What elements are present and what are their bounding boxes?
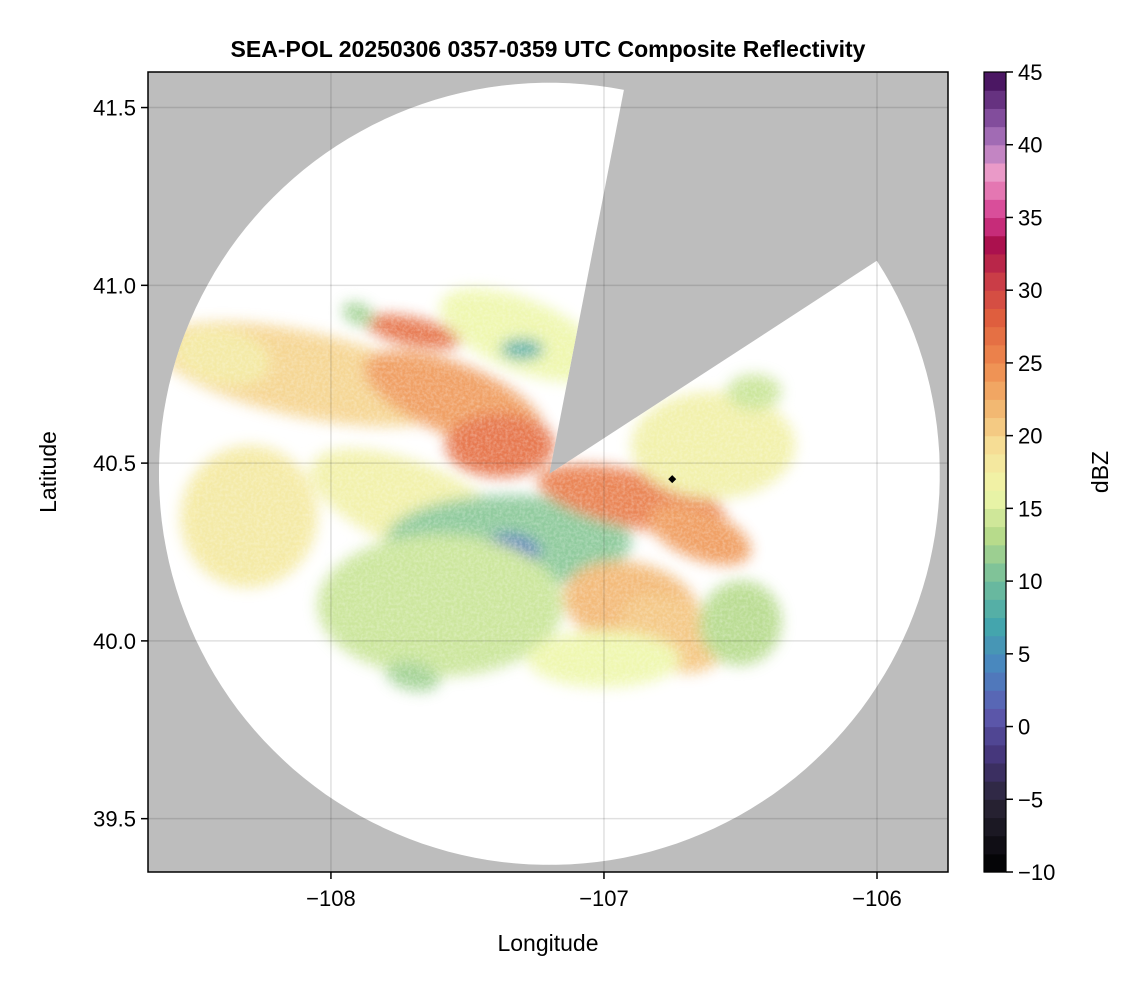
x-tick-label: −108: [306, 886, 356, 911]
y-tick-label: 41.5: [93, 96, 136, 121]
colorbar-bin: [984, 90, 1006, 109]
colorbar-bin: [984, 635, 1006, 655]
colorbar-bin: [984, 72, 1006, 91]
colorbar-bin: [984, 290, 1006, 309]
y-tick-label: 39.5: [93, 807, 136, 832]
y-tick-label: 40.0: [93, 629, 136, 654]
colorbar-tick-label: 10: [1018, 569, 1042, 594]
colorbar-bin: [984, 362, 1006, 382]
x-axis-label: Longitude: [497, 930, 598, 956]
colorbar-bin: [984, 562, 1006, 582]
y-axis-label: Latitude: [35, 431, 61, 513]
colorbar: −10 −5 0 5 10 15 20 25 30 35 40 45: [983, 60, 1055, 885]
colorbar-bin: [984, 344, 1006, 364]
colorbar-bin: [984, 326, 1006, 346]
y-axis: 39.5 40.0 40.5 41.0 41.5: [93, 96, 148, 832]
colorbar-bin: [984, 308, 1006, 328]
colorbar-bin: [984, 726, 1006, 746]
colorbar-bin: [984, 181, 1006, 200]
x-tick-label: −106: [852, 886, 902, 911]
colorbar-bin: [984, 853, 1006, 873]
colorbar-bin: [984, 690, 1006, 709]
colorbar-tick-label: 35: [1018, 205, 1042, 230]
colorbar-bin: [984, 744, 1006, 764]
colorbar-bin: [984, 544, 1006, 564]
colorbar-bin: [984, 617, 1006, 637]
colorbar-tick-label: −10: [1018, 860, 1055, 885]
colorbar-bin: [984, 781, 1006, 800]
colorbar-bin: [984, 272, 1006, 291]
colorbar-bin: [984, 381, 1006, 400]
colorbar-bin: [984, 472, 1006, 491]
x-axis: −108 −107 −106: [306, 872, 902, 911]
chart-title: SEA-POL 20250306 0357-0359 UTC Composite…: [231, 36, 866, 62]
colorbar-bin: [984, 199, 1006, 219]
y-tick-label: 41.0: [93, 273, 136, 298]
colorbar-tick-label: 5: [1018, 642, 1030, 667]
colorbar-tick-label: −5: [1018, 787, 1043, 812]
colorbar-bin: [984, 835, 1006, 855]
colorbar-bin: [984, 599, 1006, 619]
colorbar-bin: [984, 817, 1006, 837]
colorbar-bin: [984, 253, 1006, 273]
colorbar-bin: [984, 435, 1006, 455]
colorbar-tick-label: 45: [1018, 60, 1042, 85]
colorbar-bin: [984, 108, 1006, 128]
radar-marker: [668, 475, 677, 484]
y-tick-label: 40.5: [93, 451, 136, 476]
colorbar-frame: [983, 71, 1007, 873]
colorbar-bin: [984, 162, 1006, 182]
colorbar-bin: [984, 144, 1006, 164]
grid-lines: [148, 72, 948, 872]
colorbar-bin: [984, 672, 1006, 691]
colorbar-bin: [984, 799, 1006, 819]
colorbar-bin: [984, 235, 1006, 255]
colorbar-label: dBZ: [1087, 451, 1113, 493]
colorbar-bin: [984, 399, 1006, 419]
colorbar-bin: [984, 453, 1006, 473]
colorbar-bin: [984, 508, 1006, 528]
plot-frame: [147, 71, 949, 873]
colorbar-bin: [984, 762, 1006, 782]
colorbar-bin: [984, 581, 1006, 600]
colorbar-bin: [984, 526, 1006, 546]
colorbar-tick-label: 25: [1018, 351, 1042, 376]
x-tick-label: −107: [579, 886, 629, 911]
colorbar-tick-label: 15: [1018, 496, 1042, 521]
colorbar-bin: [984, 417, 1006, 437]
colorbar-bin: [984, 653, 1006, 673]
colorbar-bin: [984, 490, 1006, 509]
colorbar-bin: [984, 126, 1006, 146]
colorbar-tick-label: 20: [1018, 424, 1042, 449]
colorbar-tick-label: 30: [1018, 278, 1042, 303]
colorbar-bin: [984, 217, 1006, 237]
colorbar-tick-label: 0: [1018, 715, 1030, 740]
colorbar-bin: [984, 708, 1006, 728]
colorbar-tick-label: 40: [1018, 133, 1042, 158]
plot-area: [148, 72, 948, 872]
